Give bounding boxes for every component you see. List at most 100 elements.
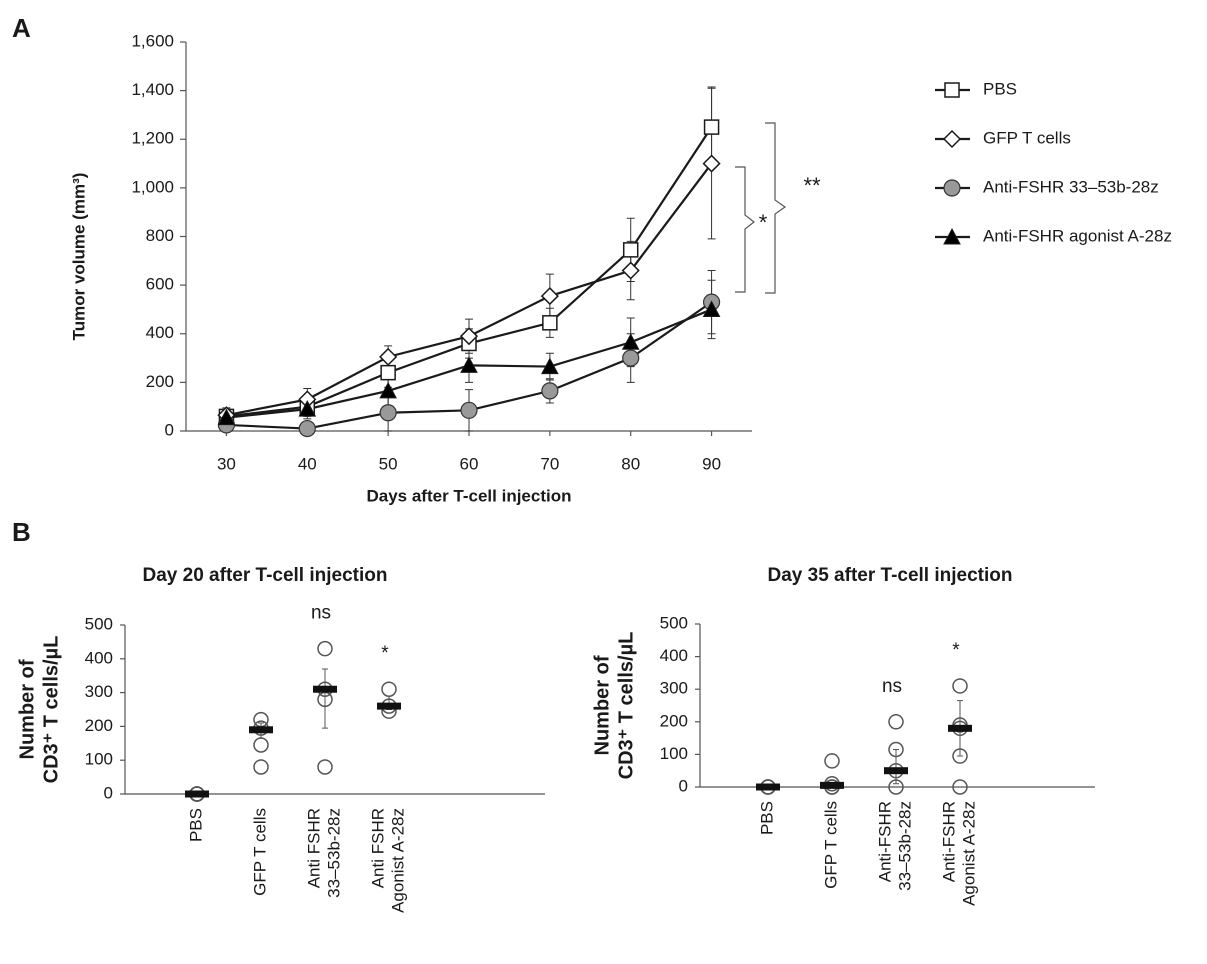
data-point: [952, 779, 968, 795]
data-point: [542, 315, 558, 331]
significance-label: *: [381, 643, 389, 664]
x-tick-label: 60: [460, 454, 479, 473]
y-axis-label: Number of: [16, 659, 38, 759]
median-bar: [185, 790, 209, 798]
data-point: [317, 759, 333, 775]
data-point: [888, 741, 904, 758]
y-tick-label: 500: [85, 614, 113, 633]
y-tick-label: 400: [85, 648, 113, 667]
axis-line: [124, 625, 545, 795]
y-tick-label: 0: [165, 420, 174, 439]
x-tick-label: 40: [298, 454, 317, 473]
y-tick-label: 1,000: [131, 177, 174, 196]
x-tick-label: PBS: [757, 801, 776, 835]
x-tick-label: 90: [702, 454, 721, 473]
annotation: *: [759, 210, 768, 235]
median-bar: [249, 726, 273, 734]
data-point: [621, 261, 640, 280]
data-point: [703, 119, 720, 135]
x-tick-label: Agonist A-28z: [388, 808, 407, 913]
error-bar: [322, 668, 328, 729]
y-tick-label: 400: [660, 646, 688, 665]
median-bar: [377, 702, 401, 710]
axis-line: [699, 624, 1095, 788]
x-tick-label: PBS: [186, 808, 205, 842]
data-point: [702, 154, 721, 173]
legend-marker: [943, 179, 961, 197]
panel-label: A: [12, 13, 31, 43]
data-point: [379, 381, 397, 399]
y-tick-label: 100: [660, 744, 688, 763]
legend-label: GFP T cells: [983, 128, 1071, 147]
x-tick-label: Anti FSHR: [304, 808, 323, 888]
data-point: [952, 678, 968, 694]
significance-label: ns: [311, 603, 331, 624]
data-point: [702, 300, 721, 317]
error-bar: [893, 749, 899, 785]
data-point: [381, 681, 397, 697]
x-tick-label: 30: [217, 454, 236, 473]
y-tick-label: 1,400: [131, 80, 174, 99]
median-bar: [820, 781, 844, 789]
y-tick-label: 100: [85, 750, 113, 769]
data-point: [298, 400, 317, 417]
x-tick-label: 70: [540, 454, 559, 473]
x-tick-label: Agonist A-28z: [959, 801, 978, 906]
data-point: [253, 759, 269, 775]
y-tick-label: 1,600: [131, 31, 174, 50]
data-point: [952, 748, 968, 764]
chart-title: Day 35 after T-cell injection: [768, 565, 1013, 586]
data-point: [379, 404, 397, 422]
y-axis-label: Tumor volume (mm³): [69, 173, 88, 341]
legend-label: Anti-FSHR 33–53b-28z: [983, 177, 1159, 196]
x-tick-label: GFP T cells: [821, 801, 840, 889]
data-point: [459, 327, 479, 346]
data-point: [622, 349, 640, 367]
y-tick-label: 500: [660, 613, 688, 632]
data-point: [541, 357, 559, 375]
y-tick-label: 0: [104, 783, 113, 802]
data-point: [888, 779, 904, 795]
x-tick-label: GFP T cells: [250, 808, 269, 896]
data-point: [253, 737, 269, 753]
bracket: [765, 122, 787, 294]
legend-marker: [944, 82, 960, 98]
significance-label: ns: [882, 676, 902, 697]
median-bar: [313, 685, 337, 693]
panel-label: B: [12, 517, 31, 547]
y-tick-label: 200: [146, 372, 174, 391]
y-axis-label: Number of: [591, 655, 613, 755]
median-bar: [756, 783, 780, 791]
y-tick-label: 600: [146, 275, 174, 294]
x-tick-label: Anti FSHR: [368, 808, 387, 888]
y-tick-label: 300: [660, 679, 688, 698]
data-point: [824, 753, 840, 769]
data-point: [317, 640, 333, 657]
data-point: [460, 401, 478, 419]
data-point: [380, 364, 396, 381]
legend-marker: [942, 129, 962, 149]
legend-label: Anti-FSHR agonist A-28z: [983, 226, 1172, 245]
legend-marker: [943, 227, 961, 245]
y-tick-label: 0: [679, 776, 688, 795]
median-bar: [884, 767, 908, 775]
data-point: [217, 408, 236, 426]
y-tick-label: 200: [660, 711, 688, 730]
median-bar: [948, 724, 972, 732]
y-axis-label: CD3⁺ T cells/µL: [615, 632, 637, 780]
data-point: [622, 242, 639, 258]
data-point: [379, 347, 398, 366]
x-tick-label: 80: [621, 454, 640, 473]
y-tick-label: 800: [146, 226, 174, 245]
x-tick-label: Anti-FSHR: [875, 801, 894, 882]
data-point: [541, 382, 559, 400]
x-tick-label: 33–53b-28z: [895, 801, 914, 891]
y-tick-label: 1,200: [131, 129, 174, 148]
data-point: [540, 287, 559, 306]
y-tick-label: 400: [146, 323, 174, 342]
data-point: [298, 419, 316, 438]
y-tick-label: 200: [85, 716, 113, 735]
chart-title: Day 20 after T-cell injection: [143, 565, 388, 586]
data-point: [621, 333, 640, 350]
